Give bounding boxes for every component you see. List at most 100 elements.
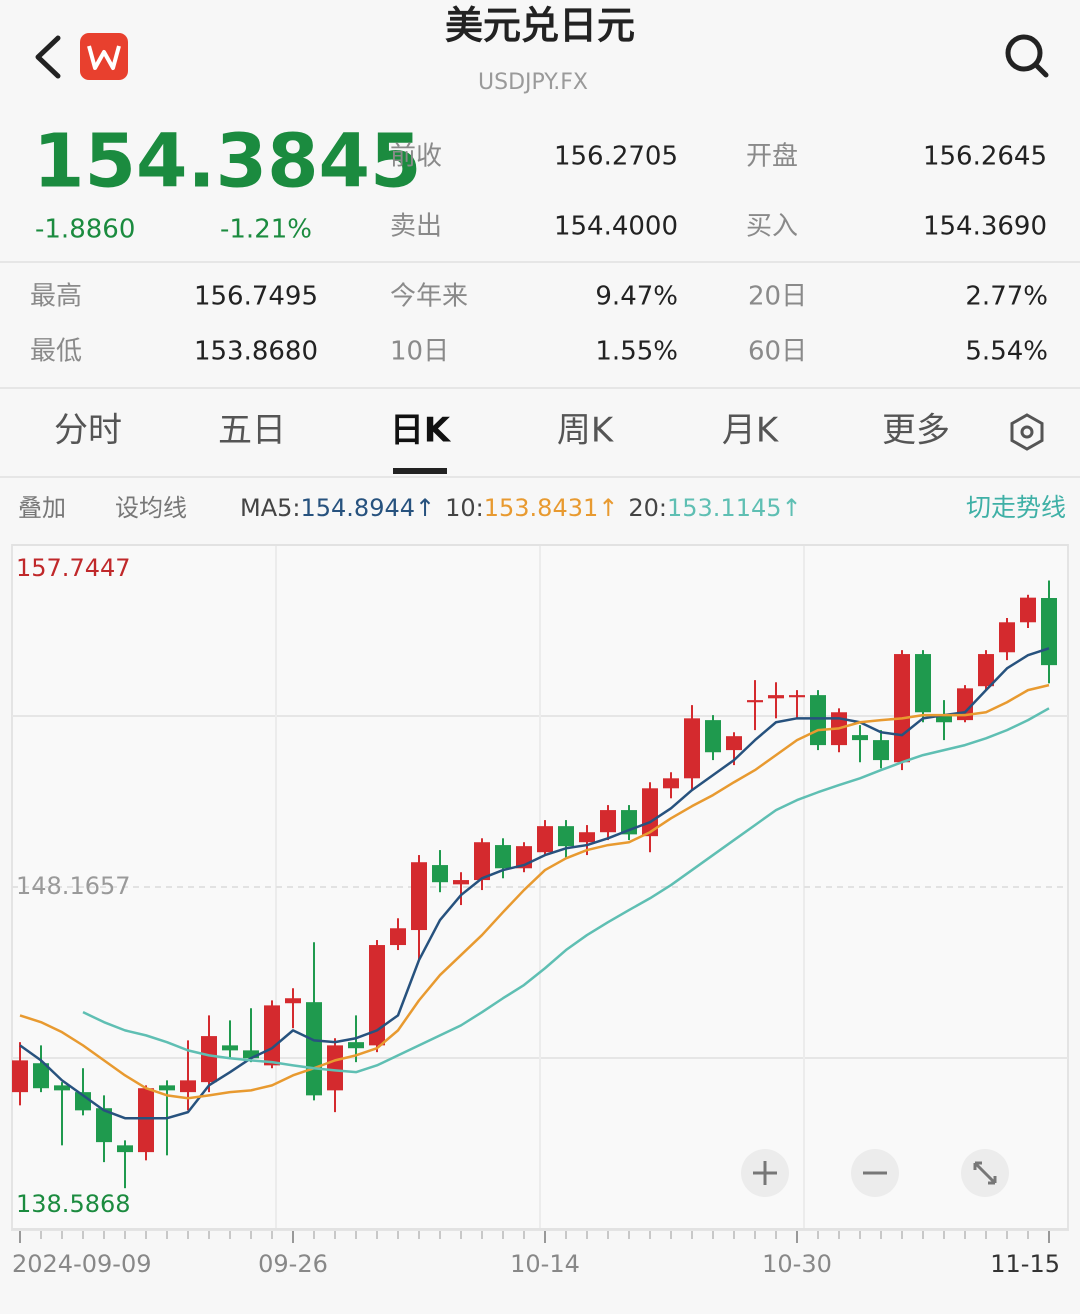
- candle-body: [159, 1085, 175, 1091]
- price: 154.3845: [33, 119, 422, 205]
- stat-label: 最高: [30, 282, 82, 312]
- stat-value: 2.77%: [965, 282, 1048, 312]
- candle-body: [915, 654, 931, 713]
- candle-body: [684, 718, 700, 779]
- candle-body: [726, 736, 742, 751]
- overlay-button[interactable]: 叠加: [18, 494, 66, 522]
- ma-label: MA5:: [240, 494, 300, 522]
- field-label: 开盘: [746, 142, 798, 172]
- candle-body: [180, 1080, 196, 1093]
- ma-line: [19, 647, 1050, 1120]
- candle-body: [768, 695, 784, 699]
- y-tick-label: 148.1657: [16, 872, 131, 900]
- candle-body: [663, 778, 679, 789]
- candle-body: [369, 945, 385, 1046]
- ma-line: [82, 707, 1050, 1074]
- candle-body: [579, 832, 595, 843]
- candle-body: [285, 998, 301, 1004]
- x-tick-label: 11-15: [990, 1250, 1060, 1278]
- field-value: 156.2645: [923, 142, 1047, 172]
- candle-body: [600, 810, 616, 833]
- ma-legend: MA5:154.8944↑ 10:153.8431↑ 20:153.1145↑: [240, 494, 802, 522]
- field-value: 154.3690: [923, 212, 1047, 242]
- ma-value: 153.8431↑: [484, 494, 619, 522]
- search-icon: [1033, 62, 1049, 78]
- x-tick-label: 10-30: [762, 1250, 832, 1278]
- plus-icon: [753, 1161, 777, 1185]
- ma-line: [19, 683, 1050, 1100]
- candle-body: [33, 1063, 49, 1089]
- candle-body: [264, 1005, 280, 1066]
- stat-label: 今年来: [390, 282, 468, 312]
- zoom-in-button[interactable]: [741, 1149, 789, 1197]
- candle-body: [495, 845, 511, 869]
- ma-label: 10:: [445, 494, 484, 522]
- candle-body: [978, 654, 994, 687]
- change-pct: -1.21%: [220, 215, 312, 245]
- tab[interactable]: 月K: [722, 411, 780, 451]
- fullscreen-button[interactable]: [961, 1149, 1009, 1197]
- stat-value: 9.47%: [595, 282, 678, 312]
- title: 美元兑日元: [445, 4, 635, 48]
- search-icon: [1005, 34, 1043, 72]
- tab[interactable]: 分时: [54, 411, 122, 451]
- candle-body: [789, 695, 805, 698]
- field-value: 154.4000: [554, 212, 678, 242]
- chart: 157.7447 148.1657 138.5868 2024-09-09 09-26 1…: [12, 544, 1068, 1278]
- candle-body: [936, 715, 952, 723]
- candle-body: [411, 862, 427, 931]
- change: -1.8860: [35, 215, 135, 245]
- x-tick-label: 2024-09-09: [12, 1250, 151, 1278]
- field-label: 前收: [390, 142, 442, 172]
- settings-button[interactable]: [1010, 413, 1044, 451]
- candle-body: [306, 1002, 322, 1096]
- candle-body: [558, 826, 574, 847]
- field-value: 156.2705: [554, 142, 678, 172]
- candle-body: [222, 1045, 238, 1051]
- stat-label: 60日: [748, 337, 807, 367]
- app-icon[interactable]: [80, 33, 128, 80]
- y-tick-label: 138.5868: [16, 1190, 131, 1218]
- tab[interactable]: 五日: [218, 411, 286, 451]
- candle-body: [327, 1045, 343, 1091]
- stat-label: 10日: [390, 337, 449, 367]
- candle-body: [453, 880, 469, 885]
- candle-body: [873, 740, 889, 761]
- candle-body: [348, 1042, 364, 1049]
- candle-body: [474, 842, 490, 881]
- stat-value: 5.54%: [965, 337, 1048, 367]
- candle-body: [96, 1108, 112, 1143]
- expand-icon: [973, 1161, 997, 1185]
- stat-value: 1.55%: [595, 337, 678, 367]
- set-ma-button[interactable]: 设均线: [115, 494, 187, 522]
- stat-label: 20日: [748, 282, 807, 312]
- search-button[interactable]: [1005, 34, 1049, 78]
- field-label: 卖出: [390, 212, 442, 242]
- app-icon-bg: [80, 33, 128, 80]
- switch-button[interactable]: 切走势线: [966, 493, 1066, 522]
- stat-value: 156.7495: [194, 282, 318, 312]
- tab[interactable]: 日K: [390, 411, 452, 451]
- candle-body: [12, 1060, 28, 1093]
- candle-body: [747, 700, 763, 703]
- tab[interactable]: 更多: [882, 411, 950, 451]
- x-tick-label: 09-26: [258, 1250, 328, 1278]
- back-button[interactable]: [35, 35, 61, 79]
- candle-body: [999, 622, 1015, 653]
- tab[interactable]: 周K: [557, 411, 615, 451]
- active-tab-underline: [393, 468, 447, 474]
- settings-icon: [1020, 425, 1034, 439]
- candle-body: [852, 735, 868, 741]
- candle-body: [705, 720, 721, 753]
- candle-body: [390, 928, 406, 946]
- candle-body: [894, 654, 910, 763]
- candle-body: [243, 1050, 259, 1059]
- x-tick-label: 10-14: [510, 1250, 580, 1278]
- candle-body: [117, 1145, 133, 1153]
- ma-value: 153.1145↑: [667, 494, 802, 522]
- ma-label: 20:: [628, 494, 667, 522]
- candle-body: [1020, 597, 1036, 623]
- zoom-out-button[interactable]: [851, 1149, 899, 1197]
